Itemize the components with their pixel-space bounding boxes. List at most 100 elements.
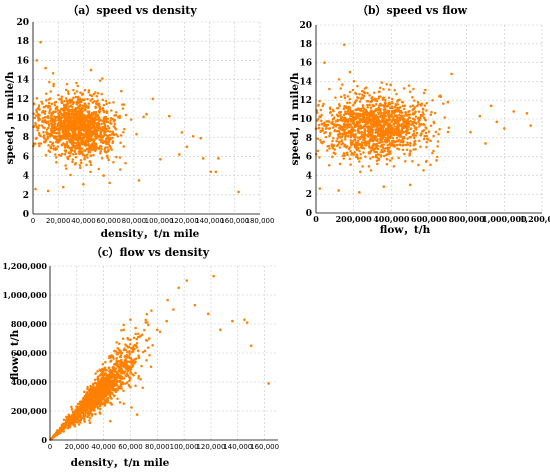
- data-point: [391, 142, 394, 145]
- data-point: [122, 103, 126, 106]
- x-tick-label: 1,200,000: [520, 214, 550, 224]
- data-point: [353, 151, 357, 154]
- data-point: [97, 167, 101, 171]
- data-point: [107, 148, 110, 152]
- data-point: [409, 119, 413, 123]
- data-point: [423, 104, 427, 107]
- data-point: [358, 191, 361, 194]
- data-point: [361, 165, 364, 168]
- data-point: [212, 274, 215, 278]
- data-point: [316, 149, 320, 153]
- data-point: [64, 120, 68, 123]
- data-point: [372, 112, 376, 115]
- data-point: [400, 114, 403, 118]
- data-point: [96, 395, 99, 399]
- data-point: [321, 127, 324, 130]
- data-point: [106, 375, 110, 378]
- data-point: [81, 152, 85, 156]
- data-point: [369, 122, 372, 125]
- y-tick-label: 2: [23, 191, 29, 201]
- data-point: [115, 352, 119, 356]
- data-point: [354, 142, 357, 145]
- data-point: [364, 111, 367, 114]
- data-point: [407, 131, 411, 135]
- data-point: [135, 413, 139, 416]
- data-point: [109, 402, 113, 405]
- data-point: [359, 118, 362, 122]
- data-point: [50, 130, 54, 133]
- data-point: [419, 103, 423, 107]
- data-point: [119, 134, 123, 137]
- data-point: [94, 405, 97, 408]
- data-point: [76, 143, 80, 147]
- data-point: [422, 108, 425, 111]
- data-point: [55, 107, 59, 110]
- data-point: [64, 133, 67, 136]
- data-point: [392, 122, 396, 126]
- data-point: [72, 413, 75, 416]
- data-point: [60, 427, 64, 431]
- x-tick-label: 80,000: [145, 443, 170, 451]
- data-point: [76, 421, 79, 424]
- data-point: [55, 147, 58, 151]
- data-point: [393, 128, 397, 132]
- data-point: [378, 133, 382, 136]
- data-point: [442, 102, 445, 105]
- data-point: [423, 118, 427, 121]
- data-point: [375, 150, 378, 154]
- data-point: [142, 115, 145, 119]
- data-point: [129, 343, 132, 346]
- data-point: [348, 123, 351, 126]
- data-point: [48, 80, 51, 84]
- data-point: [337, 140, 341, 144]
- data-point: [88, 124, 91, 128]
- data-point: [115, 133, 118, 136]
- data-point: [109, 146, 112, 149]
- data-point: [121, 380, 124, 384]
- data-point: [402, 119, 406, 122]
- data-point: [484, 142, 487, 145]
- data-point: [401, 125, 405, 129]
- data-point: [79, 403, 82, 406]
- data-point: [177, 286, 181, 290]
- data-point: [393, 88, 396, 92]
- data-point: [56, 138, 60, 141]
- data-point: [119, 89, 123, 93]
- data-point: [362, 90, 366, 94]
- data-point: [118, 401, 122, 404]
- data-point: [383, 138, 387, 142]
- data-point: [318, 99, 321, 103]
- data-point: [426, 138, 430, 141]
- panel-a-grid: [33, 21, 261, 214]
- data-point: [104, 399, 108, 403]
- data-point: [323, 124, 326, 128]
- data-point: [88, 416, 92, 420]
- data-point: [393, 105, 397, 109]
- data-point: [66, 109, 70, 112]
- data-point: [141, 350, 145, 354]
- data-point: [65, 415, 68, 419]
- data-point: [382, 154, 386, 158]
- data-point: [99, 369, 102, 373]
- data-point: [374, 116, 377, 119]
- data-point: [373, 138, 377, 141]
- data-point: [60, 152, 64, 156]
- data-point: [375, 99, 379, 103]
- data-point: [105, 111, 109, 115]
- data-point: [89, 99, 92, 102]
- panel-c-points: [48, 274, 270, 442]
- data-point: [369, 131, 372, 134]
- data-point: [391, 106, 394, 110]
- data-point: [120, 387, 123, 390]
- data-point: [87, 111, 91, 114]
- data-point: [372, 117, 375, 121]
- data-point: [340, 139, 344, 142]
- data-point: [71, 108, 75, 111]
- data-point: [422, 122, 425, 126]
- data-point: [404, 143, 408, 147]
- data-point: [429, 139, 432, 143]
- data-point: [43, 115, 47, 119]
- data-point: [383, 114, 386, 117]
- data-point: [372, 91, 376, 94]
- data-point: [108, 354, 111, 358]
